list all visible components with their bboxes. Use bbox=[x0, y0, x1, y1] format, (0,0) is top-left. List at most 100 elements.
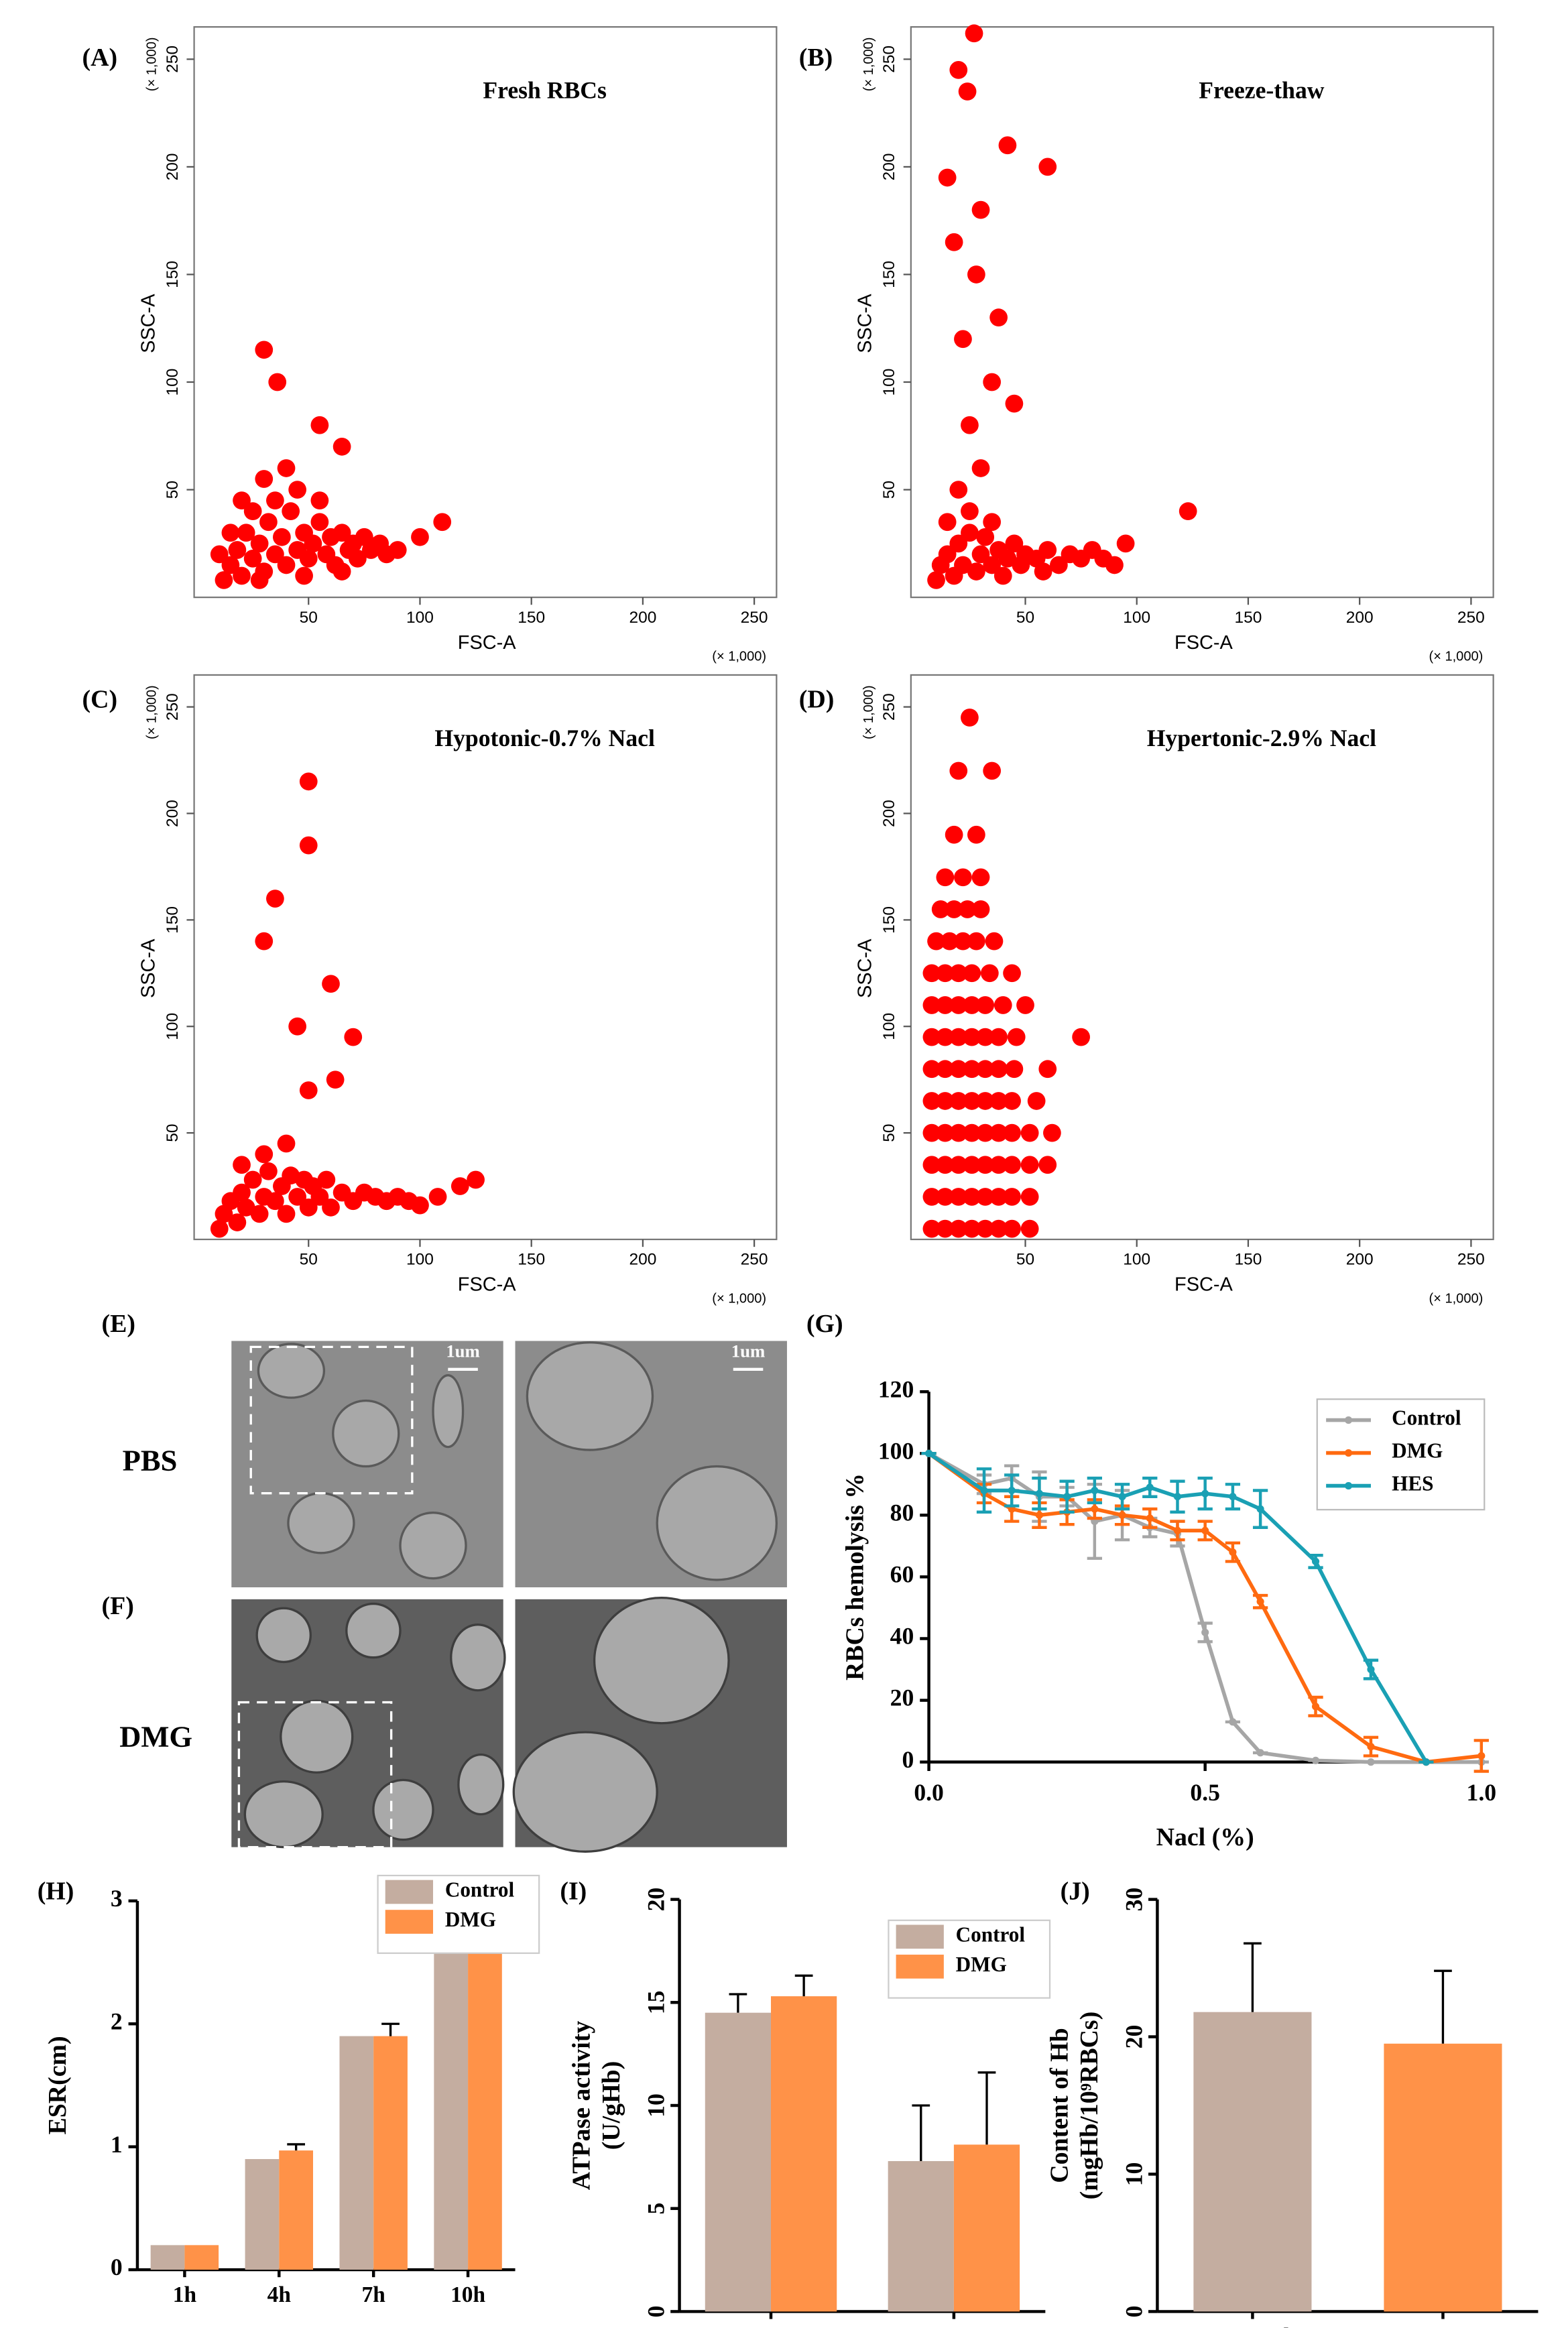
y-tick-label: 150 bbox=[164, 261, 182, 288]
point bbox=[221, 556, 240, 574]
point bbox=[971, 868, 990, 887]
point bbox=[922, 1123, 941, 1142]
y-tick-label: 120 bbox=[878, 1375, 914, 1402]
point bbox=[963, 1028, 981, 1046]
plot-frame bbox=[193, 674, 778, 1241]
point bbox=[282, 502, 300, 521]
point bbox=[277, 1134, 296, 1153]
axis-multiplier: (× 1,000) bbox=[1429, 650, 1484, 664]
marker bbox=[1367, 1665, 1375, 1674]
bar bbox=[1384, 2043, 1502, 2312]
point bbox=[967, 932, 985, 951]
point bbox=[237, 1198, 255, 1217]
point bbox=[936, 1092, 955, 1110]
y-tick-label: 100 bbox=[880, 1013, 898, 1040]
y-tick-label: 200 bbox=[880, 153, 898, 180]
point bbox=[945, 825, 963, 844]
point bbox=[255, 1145, 274, 1164]
legend-label: DMG bbox=[956, 1953, 1007, 1976]
point bbox=[1005, 394, 1024, 413]
point bbox=[1179, 502, 1197, 521]
point bbox=[965, 24, 983, 43]
x-tick-label: 100 bbox=[1123, 609, 1150, 627]
point bbox=[333, 562, 351, 580]
bar bbox=[888, 2161, 954, 2312]
axis-multiplier: (× 1,000) bbox=[861, 37, 876, 91]
point bbox=[949, 1123, 968, 1142]
chart-title: Hypertonic-2.9% Nacl bbox=[1147, 725, 1376, 751]
cells bbox=[257, 1343, 467, 1580]
marker bbox=[1229, 1718, 1237, 1726]
point bbox=[938, 545, 957, 564]
error-bar bbox=[794, 1974, 813, 1997]
point bbox=[433, 513, 452, 532]
line bbox=[927, 1452, 1482, 1764]
marker bbox=[1311, 1557, 1320, 1565]
point bbox=[233, 491, 251, 509]
point bbox=[971, 200, 990, 219]
scale-label: 1um bbox=[731, 1341, 765, 1361]
marker bbox=[1229, 1493, 1237, 1501]
bar bbox=[184, 2245, 219, 2270]
error-bar bbox=[381, 2022, 400, 2036]
point bbox=[288, 1017, 307, 1036]
x-tick-label: 0.0 bbox=[914, 1779, 944, 1806]
point bbox=[961, 416, 979, 434]
point bbox=[963, 1123, 981, 1142]
point bbox=[1116, 534, 1135, 553]
point bbox=[255, 470, 274, 488]
point bbox=[266, 545, 284, 564]
error-bar bbox=[977, 2071, 996, 2145]
point bbox=[233, 566, 251, 585]
point bbox=[299, 1198, 318, 1217]
bar bbox=[373, 2036, 408, 2270]
point bbox=[344, 1028, 363, 1046]
y-tick-label: 50 bbox=[164, 481, 182, 499]
point bbox=[976, 1188, 995, 1206]
point bbox=[949, 1219, 968, 1238]
point bbox=[1020, 1123, 1039, 1142]
y-tick-label: 80 bbox=[890, 1499, 914, 1526]
bar bbox=[245, 2158, 280, 2270]
legend-swatch bbox=[385, 1910, 434, 1934]
x-tick-label: 100 bbox=[1123, 1251, 1150, 1269]
point bbox=[277, 459, 296, 477]
x-tick-label: Control bbox=[1215, 2324, 1290, 2328]
point bbox=[927, 932, 945, 951]
point bbox=[938, 513, 957, 532]
y-axis-label: ATPase activity bbox=[568, 2021, 596, 2191]
point bbox=[243, 549, 262, 568]
x-tick-label: 7h bbox=[362, 2282, 386, 2307]
x-tick-label: 150 bbox=[1235, 609, 1262, 627]
point bbox=[210, 1219, 229, 1238]
marker bbox=[1146, 1514, 1154, 1522]
marker bbox=[1091, 1486, 1099, 1495]
point bbox=[949, 1028, 968, 1046]
x-axis-label: FSC-A bbox=[458, 632, 517, 654]
point bbox=[949, 964, 968, 983]
x-tick-label: 200 bbox=[1346, 1251, 1374, 1269]
point bbox=[268, 373, 287, 391]
point bbox=[993, 996, 1012, 1014]
y-tick-label: 1 bbox=[111, 2131, 123, 2158]
point bbox=[961, 502, 979, 521]
x-tick-label: 50 bbox=[300, 609, 318, 627]
legend-label: Control bbox=[1392, 1406, 1461, 1430]
point bbox=[1038, 541, 1057, 559]
point bbox=[963, 1219, 981, 1238]
error-bar bbox=[1434, 1969, 1452, 2044]
y-tick-label: 250 bbox=[164, 693, 182, 721]
point bbox=[983, 556, 1002, 574]
x-tick-label: 50 bbox=[1016, 1251, 1034, 1269]
y-axis-label: Content of Hb bbox=[1046, 2028, 1074, 2183]
point bbox=[243, 1170, 262, 1189]
marker bbox=[1173, 1526, 1182, 1534]
point bbox=[1027, 1092, 1046, 1110]
marker bbox=[1311, 1703, 1320, 1711]
point bbox=[993, 566, 1012, 585]
point bbox=[288, 481, 307, 499]
point bbox=[299, 836, 318, 855]
marker bbox=[1008, 1486, 1016, 1495]
bar bbox=[434, 1950, 469, 2270]
